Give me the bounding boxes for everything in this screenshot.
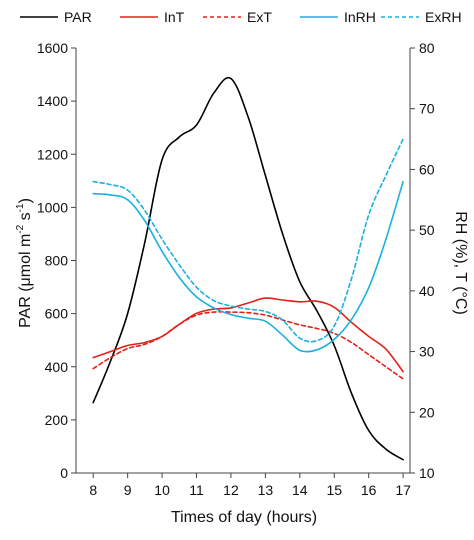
series-lines	[92, 76, 404, 461]
series-line-int	[92, 297, 404, 373]
x-tick-label: 15	[326, 482, 342, 498]
x-axis-title: Times of day (hours)	[171, 509, 317, 526]
legend-label-inrh: InRH	[344, 9, 376, 25]
right-y-tick-label: 40	[419, 283, 435, 299]
x-tick-label: 10	[154, 482, 170, 498]
x-tick-label: 13	[258, 482, 274, 498]
left-y-tick-label: 400	[45, 359, 69, 375]
left-y-tick-label: 0	[60, 465, 68, 481]
series-line-ext	[92, 311, 404, 380]
legend: PAR InT ExT InRH ExRH	[20, 9, 462, 25]
left-y-tick-label: 1600	[37, 40, 68, 56]
left-y-tick-label: 200	[45, 412, 69, 428]
legend-item-par: PAR	[20, 9, 92, 25]
right-y-tick-label: 60	[419, 161, 435, 177]
right-y-tick-label: 80	[419, 40, 435, 56]
series-line-par	[92, 76, 404, 461]
legend-item-int: InT	[120, 9, 185, 25]
left-y-tick-label: 800	[45, 253, 69, 269]
legend-item-inrh: InRH	[300, 9, 376, 25]
x-tick-label: 9	[124, 482, 132, 498]
legend-item-exrh: ExRH	[381, 9, 462, 25]
left-y-axis-title-sup1: -2	[15, 224, 26, 233]
right-y-tick-label: 50	[419, 222, 435, 238]
left-y-tick-label: 1000	[37, 199, 68, 215]
x-tick-label: 17	[395, 482, 411, 498]
left-y-axis-title-end: )	[17, 198, 34, 203]
left-y-axis-title-main: PAR (μmol m	[17, 234, 34, 328]
left-y-tick-label: 1400	[37, 93, 68, 109]
x-tick-label: 8	[89, 482, 97, 498]
tick-labels: 0 200 400 600 800 1000 1200 1400 1600 10 20 30 40 50 6…	[37, 40, 435, 498]
x-tick-label: 16	[361, 482, 377, 498]
legend-label-int: InT	[164, 9, 185, 25]
x-tick-label: 11	[189, 482, 204, 498]
x-tick-label: 14	[292, 482, 308, 498]
left-y-tick-label: 600	[45, 306, 69, 322]
legend-label-ext: ExT	[247, 9, 272, 25]
right-y-tick-label: 20	[419, 404, 435, 420]
legend-label-exrh: ExRH	[425, 9, 462, 25]
right-y-axis-title: RH (%), T (°C)	[452, 211, 469, 315]
left-y-axis-title-mid: s	[17, 212, 34, 224]
left-y-axis-title-sup2: -1	[15, 203, 26, 212]
right-y-tick-label: 30	[419, 344, 435, 360]
series-line-exrh	[92, 138, 404, 343]
legend-label-par: PAR	[64, 9, 92, 25]
axes	[71, 47, 415, 478]
series-line-inrh	[92, 180, 404, 353]
right-y-tick-label: 10	[419, 465, 435, 481]
legend-item-ext: ExT	[203, 9, 272, 25]
left-y-axis-title: PAR (μmol m-2 s-1)	[15, 198, 34, 328]
x-tick-label: 12	[223, 482, 239, 498]
left-y-tick-label: 1200	[37, 146, 68, 162]
right-y-tick-label: 70	[419, 101, 435, 117]
